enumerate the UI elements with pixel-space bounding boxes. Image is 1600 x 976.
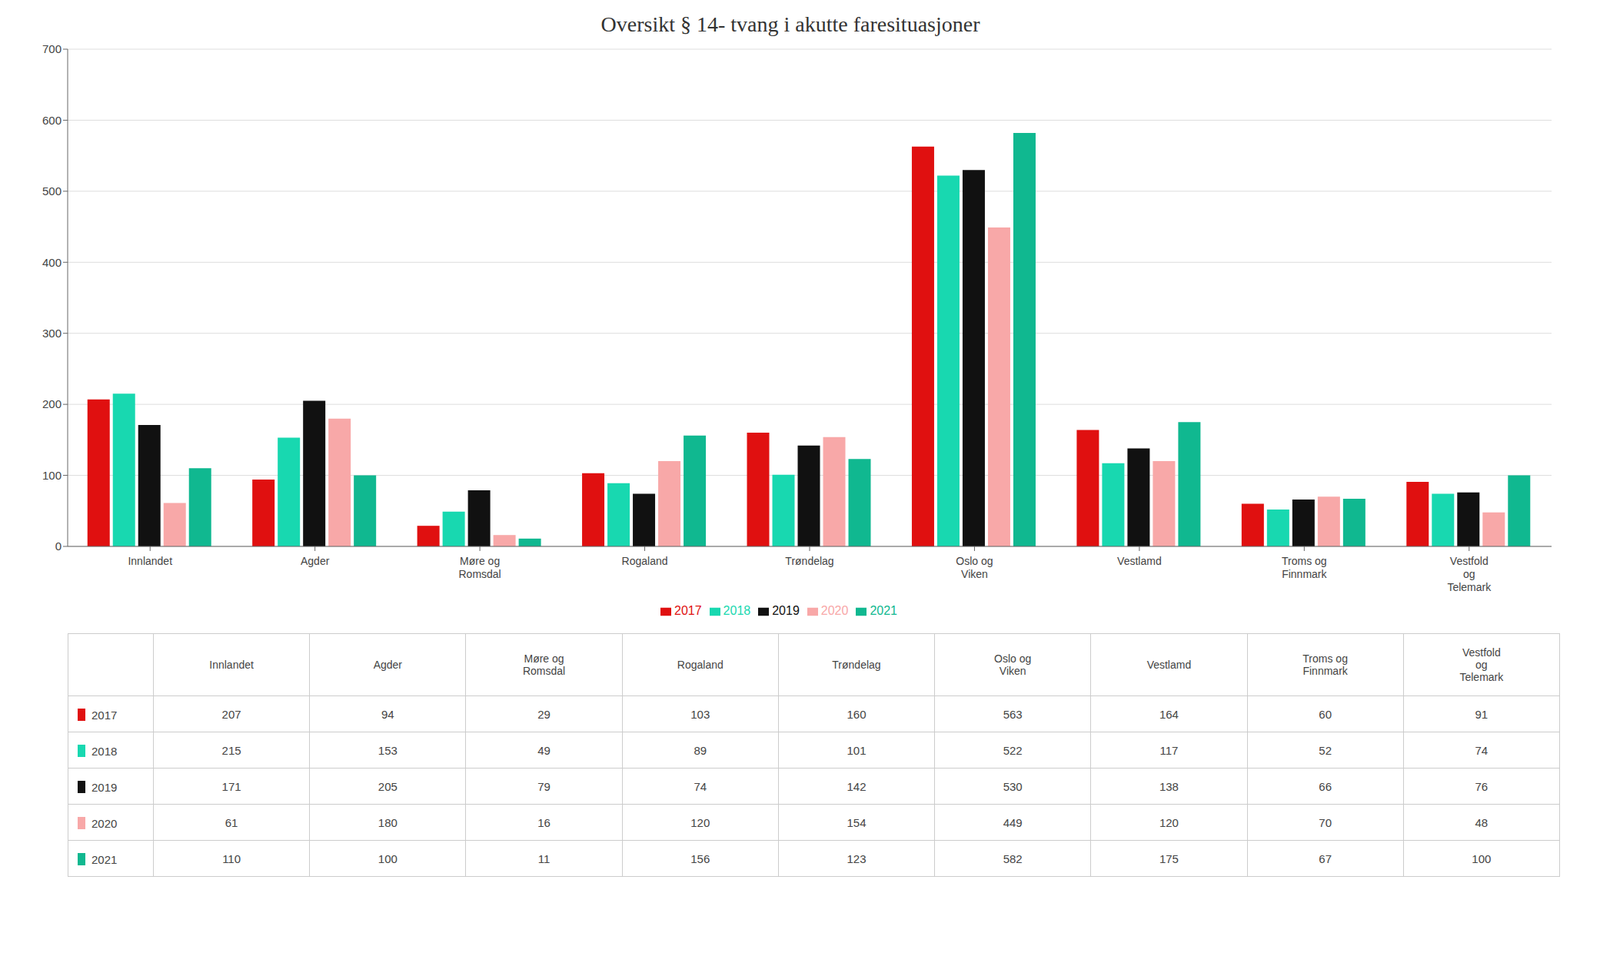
svg-text:600: 600 xyxy=(42,113,62,127)
svg-text:200: 200 xyxy=(42,397,62,411)
html-text:530: 530 xyxy=(1003,780,1023,794)
html-text:522: 522 xyxy=(1003,743,1023,757)
html-text:110: 110 xyxy=(222,852,241,866)
html-text:49: 49 xyxy=(537,743,551,757)
html-text:2017: 2017 xyxy=(674,604,702,618)
svg-text:Vestlamd: Vestlamd xyxy=(1117,555,1162,568)
html-text:100: 100 xyxy=(1471,852,1492,866)
html-text:2018: 2018 xyxy=(91,744,118,758)
html-text:67: 67 xyxy=(1318,852,1332,866)
html-text:74: 74 xyxy=(693,780,707,794)
html-text:156: 156 xyxy=(690,852,710,866)
svg-text:300: 300 xyxy=(42,326,62,340)
html-text:100: 100 xyxy=(378,852,398,866)
html-text:74: 74 xyxy=(1475,743,1488,757)
svg-text:700: 700 xyxy=(42,42,62,56)
html-text:2017: 2017 xyxy=(91,708,118,722)
html-text:29: 29 xyxy=(537,707,551,721)
html-text:180: 180 xyxy=(378,816,398,830)
svg-text:Møre ogRomsdal: Møre ogRomsdal xyxy=(458,555,501,581)
html-text:120: 120 xyxy=(690,816,710,830)
html-text:2021: 2021 xyxy=(91,852,118,866)
html-text:Troms og Finnmark: Troms og Finnmark xyxy=(1302,652,1348,678)
svg-text:Troms ogFinnmark: Troms ogFinnmark xyxy=(1281,555,1328,581)
html-text:79: 79 xyxy=(537,780,551,794)
svg-text:100: 100 xyxy=(42,469,62,483)
html-text:Trøndelag: Trøndelag xyxy=(832,658,881,672)
html-text:2020: 2020 xyxy=(820,604,849,618)
html-text:154: 154 xyxy=(846,816,867,830)
html-text:207: 207 xyxy=(221,707,242,721)
html-text:Møre og Romsdal: Møre og Romsdal xyxy=(522,652,566,678)
html-text:101: 101 xyxy=(846,743,867,757)
html-text:582: 582 xyxy=(1003,852,1023,866)
html-text:215: 215 xyxy=(221,743,242,757)
svg-text:VestfoldogTelemark: VestfoldogTelemark xyxy=(1446,555,1492,594)
html-text:11: 11 xyxy=(538,852,550,866)
html-text:2018: 2018 xyxy=(723,604,751,618)
html-text:2021: 2021 xyxy=(869,604,898,618)
html-text:60: 60 xyxy=(1318,707,1332,721)
html-text:Vestlamd: Vestlamd xyxy=(1146,658,1192,672)
html-text:153: 153 xyxy=(378,743,398,757)
html-text:2019: 2019 xyxy=(91,780,118,794)
html-text:205: 205 xyxy=(378,780,398,794)
html-text:563: 563 xyxy=(1003,707,1023,721)
svg-text:Agder: Agder xyxy=(300,555,330,568)
html-text:Rogaland: Rogaland xyxy=(677,658,724,672)
html-text:48: 48 xyxy=(1475,816,1488,830)
svg-text:500: 500 xyxy=(42,184,62,198)
html-text:Vestfold og Telemark: Vestfold og Telemark xyxy=(1459,646,1504,684)
html-text:91: 91 xyxy=(1475,707,1488,721)
html-text:Agder: Agder xyxy=(373,658,403,672)
html-text:142: 142 xyxy=(846,780,867,794)
html-text:171: 171 xyxy=(221,780,242,794)
html-text:76: 76 xyxy=(1475,780,1488,794)
html-text:138: 138 xyxy=(1159,780,1179,794)
svg-text:Oslo ogViken: Oslo ogViken xyxy=(955,555,993,581)
svg-text:0: 0 xyxy=(55,539,62,553)
html-text:66: 66 xyxy=(1318,780,1332,794)
svg-text:Trøndelag: Trøndelag xyxy=(785,555,834,568)
html-text:Oversikt § 14- tvang i akutte: Oversikt § 14- tvang i akutte faresituas… xyxy=(600,12,980,37)
html-text:103: 103 xyxy=(690,707,710,721)
html-text:Innlandet: Innlandet xyxy=(209,658,254,672)
html-text:61: 61 xyxy=(225,816,238,830)
html-text:160: 160 xyxy=(846,707,867,721)
html-text:2020: 2020 xyxy=(91,816,118,830)
html-text:52: 52 xyxy=(1318,743,1332,757)
html-text:175: 175 xyxy=(1159,852,1179,866)
html-text:2019: 2019 xyxy=(772,604,800,618)
svg-text:Rogaland: Rogaland xyxy=(622,555,669,568)
html-text:89: 89 xyxy=(693,743,707,757)
html-text:120: 120 xyxy=(1159,816,1179,830)
html-text:123: 123 xyxy=(846,852,867,866)
html-text:449: 449 xyxy=(1003,816,1023,830)
svg-text:Innlandet: Innlandet xyxy=(127,555,173,568)
html-text:94: 94 xyxy=(381,707,395,721)
svg-text:400: 400 xyxy=(42,256,62,270)
html-text:164: 164 xyxy=(1159,707,1179,721)
html-text:70: 70 xyxy=(1318,816,1332,830)
html-text:Oslo og Viken: Oslo og Viken xyxy=(994,652,1032,678)
html-text:117: 117 xyxy=(1159,743,1179,757)
html-text:16: 16 xyxy=(537,816,551,830)
